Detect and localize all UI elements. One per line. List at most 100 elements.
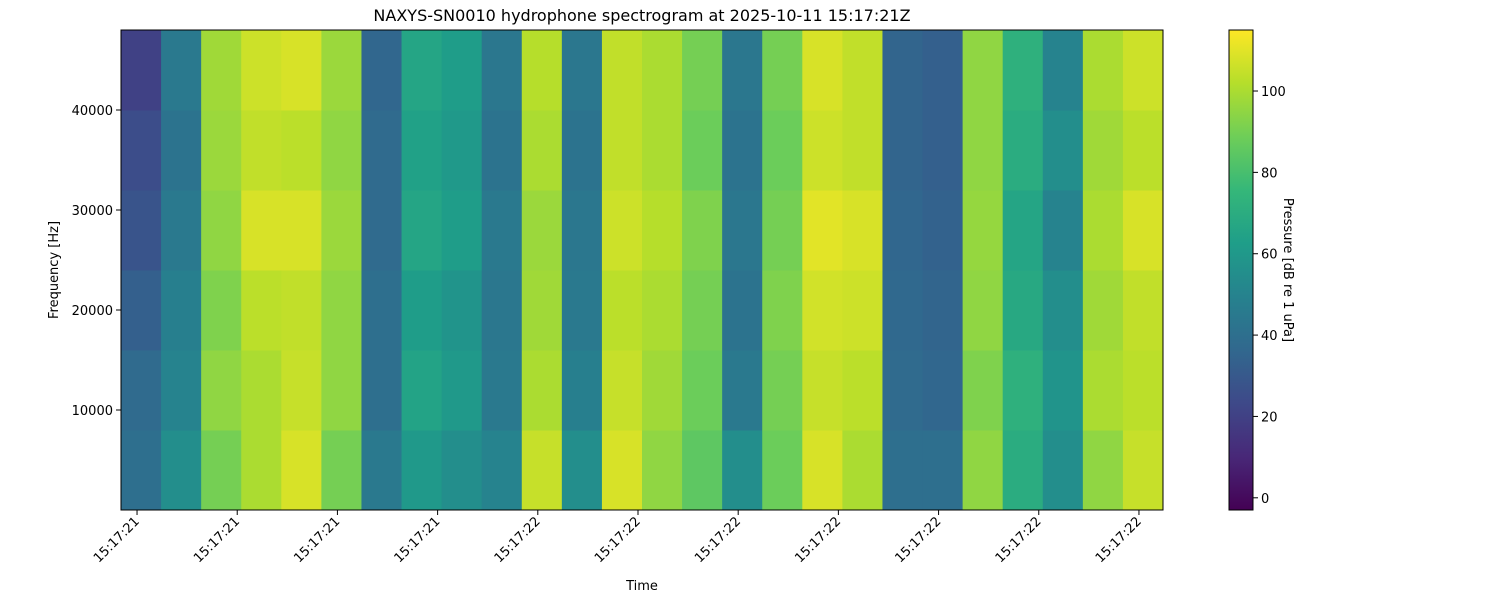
heatmap-cell: [642, 350, 683, 431]
heatmap-cell: [762, 30, 803, 111]
heatmap-cell: [1082, 350, 1124, 431]
heatmap-cell: [1042, 30, 1084, 111]
heatmap-cell: [682, 190, 723, 271]
heatmap-cell: [842, 110, 883, 191]
heatmap-cell: [241, 430, 282, 511]
heatmap-cell: [1122, 270, 1164, 351]
heatmap-cell: [441, 270, 483, 351]
x-tick-label: 15:17:22: [692, 514, 744, 566]
heatmap-cell: [601, 190, 643, 271]
heatmap-cell: [1002, 430, 1044, 511]
heatmap-cell: [481, 270, 523, 351]
heatmap-cell: [1002, 190, 1044, 271]
heatmap-cell: [1082, 190, 1124, 271]
heatmap-cell: [121, 430, 162, 511]
heatmap-cell: [1082, 110, 1124, 191]
heatmap-cell: [401, 190, 443, 271]
heatmap-cell: [762, 190, 803, 271]
x-tick-label: 15:17:22: [492, 514, 544, 566]
heatmap-cell: [882, 30, 924, 111]
heatmap-cell: [601, 30, 643, 111]
colorbar-tick-label: 60: [1261, 248, 1278, 263]
heatmap-cell: [121, 270, 162, 351]
heatmap-cell: [722, 110, 763, 191]
heatmap-cell: [962, 190, 1004, 271]
heatmap-cell: [201, 430, 242, 511]
heatmap-cell: [321, 270, 362, 351]
heatmap-cell: [321, 190, 362, 271]
y-tick-label: 30000: [72, 204, 113, 219]
heatmap-cell: [1042, 110, 1084, 191]
heatmap-cell: [321, 110, 362, 191]
x-tick-label: 15:17:22: [592, 514, 644, 566]
heatmap-cell: [201, 190, 242, 271]
heatmap-cell: [1122, 190, 1164, 271]
heatmap-cell: [922, 30, 964, 111]
heatmap-cell: [241, 190, 282, 271]
heatmap-cell: [521, 430, 563, 511]
heatmap-cell: [1122, 30, 1164, 111]
colorbar-label: Pressure [dB re 1 uPa]: [1280, 198, 1295, 342]
heatmap-cell: [882, 190, 924, 271]
heatmap-cell: [642, 430, 683, 511]
heatmap-cell: [601, 110, 643, 191]
heatmap-cell: [1002, 350, 1044, 431]
heatmap-cell: [842, 190, 883, 271]
heatmap-cell: [441, 30, 483, 111]
x-tick-label: 15:17:22: [792, 514, 844, 566]
heatmap-cell: [882, 270, 924, 351]
heatmap-cell: [321, 30, 362, 111]
colorbar-tick-label: 100: [1261, 85, 1286, 100]
heatmap-cell: [601, 430, 643, 511]
heatmap-cell: [481, 350, 523, 431]
heatmap-cell: [361, 190, 403, 271]
heatmap-cell: [1082, 270, 1124, 351]
heatmap-cell: [521, 190, 563, 271]
x-tick-label: 15:17:21: [191, 514, 243, 566]
heatmap-cell: [682, 110, 723, 191]
heatmap-cell: [802, 190, 843, 271]
heatmap-cell: [642, 110, 683, 191]
heatmap-cell: [121, 350, 162, 431]
heatmap-cell: [161, 110, 202, 191]
heatmap-cell: [722, 30, 763, 111]
heatmap-cell: [682, 350, 723, 431]
heatmap-cell: [321, 350, 362, 431]
x-tick-label: 15:17:22: [893, 514, 945, 566]
heatmap-cell: [722, 430, 763, 511]
heatmap-cell: [201, 30, 242, 111]
heatmap-cell: [161, 430, 202, 511]
heatmap-cell: [241, 30, 282, 111]
heatmap-cell: [962, 30, 1004, 111]
heatmap-cell: [802, 110, 843, 191]
heatmap-cell: [1002, 270, 1044, 351]
heatmap-cell: [401, 270, 443, 351]
heatmap-cell: [682, 270, 723, 351]
y-tick-label: 10000: [72, 404, 113, 419]
heatmap-cell: [281, 110, 322, 191]
heatmap-cell: [521, 350, 563, 431]
heatmap-cell: [441, 430, 483, 511]
heatmap-cell: [121, 190, 162, 271]
heatmap-cell: [802, 270, 843, 351]
heatmap-cell: [601, 350, 643, 431]
x-tick-label: 15:17:22: [1093, 514, 1145, 566]
heatmap-cell: [561, 190, 603, 271]
heatmap-cell: [762, 430, 803, 511]
colorbar-tick-label: 40: [1261, 329, 1278, 344]
colorbar: [1228, 29, 1254, 511]
heatmap-cell: [682, 30, 723, 111]
heatmap-cell: [642, 270, 683, 351]
heatmap-cell: [1042, 350, 1084, 431]
heatmap-cell: [561, 30, 603, 111]
heatmap-cell: [481, 190, 523, 271]
heatmap-cell: [361, 270, 403, 351]
heatmap-cell: [481, 30, 523, 111]
heatmap-cell: [281, 30, 322, 111]
heatmap-cell: [281, 270, 322, 351]
heatmap-cell: [802, 30, 843, 111]
heatmap-cell: [161, 190, 202, 271]
heatmap-cell: [441, 110, 483, 191]
heatmap-cell: [121, 110, 162, 191]
heatmap-cell: [401, 430, 443, 511]
